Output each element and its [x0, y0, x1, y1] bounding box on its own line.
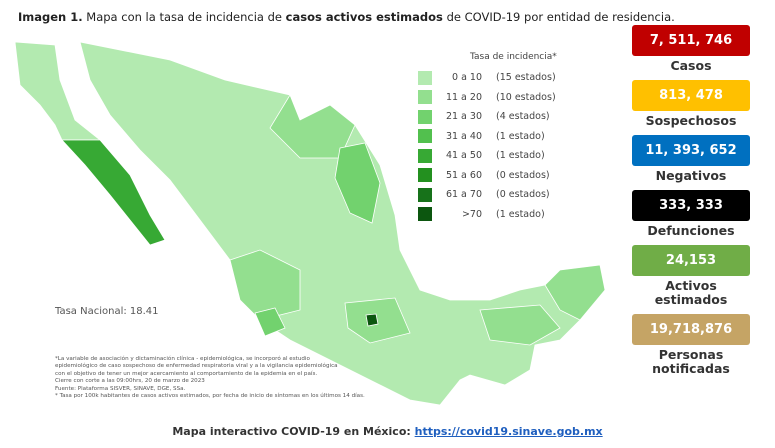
legend-count: (1 estado)	[496, 208, 545, 220]
stat-label: Activos estimados	[654, 278, 728, 307]
title-text: de COVID-19 por entidad de residencia.	[446, 10, 675, 24]
region	[365, 313, 379, 327]
note-line: * Tasa por 100k habitantes de casos acti…	[55, 393, 365, 400]
stat-value: 7, 511, 746	[632, 25, 750, 56]
stat-label: Defunciones	[647, 223, 735, 238]
legend-range: 61 a 70	[445, 189, 482, 201]
region	[334, 142, 381, 224]
legend-item: 21 a 30 (4 estados)	[418, 107, 588, 127]
legend-item: 51 a 60 (0 estados)	[418, 166, 588, 186]
legend-swatch	[418, 207, 432, 222]
note-line: Cierre con corte a las 09:00hrs, 20 de m…	[55, 378, 205, 385]
stat-label: Casos	[670, 58, 712, 73]
footer: Mapa interactivo COVID-19 en México: htt…	[0, 425, 775, 438]
region	[479, 304, 561, 346]
note-line: con el objetivo de tener un mejor acerca…	[55, 370, 318, 377]
footer-link[interactable]: https://covid19.sinave.gob.mx	[414, 425, 603, 438]
map	[14, 41, 606, 406]
legend-item: 31 a 40 (1 estado)	[418, 127, 588, 147]
region	[254, 307, 286, 337]
stat-label: Sospechosos	[645, 113, 737, 128]
title-text: Mapa con la tasa de incidencia de	[86, 10, 282, 24]
legend-count: (1 estado)	[496, 130, 545, 142]
legend-swatch	[418, 148, 432, 163]
legend-count: (15 estados)	[496, 72, 556, 84]
legend-range: 11 a 20	[445, 91, 482, 103]
stat-label: Personas notificadas	[652, 347, 730, 376]
legend-item: 11 a 20 (10 estados)	[418, 88, 588, 108]
legend-title: Tasa de incidencia*	[470, 52, 557, 62]
note-line: *La variable de asociación y dictaminaci…	[55, 356, 310, 362]
legend-range: 21 a 30	[445, 111, 482, 123]
legend-swatch	[418, 109, 432, 124]
note-line: epidemiológico de caso sospechoso de enf…	[55, 363, 338, 370]
legend-count: (10 estados)	[496, 91, 556, 103]
stat-label: Negativos	[655, 168, 727, 183]
legend-swatch	[418, 129, 432, 144]
legend-item: 0 a 10 (15 estados)	[418, 68, 588, 88]
legend-swatch	[418, 168, 432, 183]
stat-value: 333, 333	[632, 190, 750, 221]
legend-range: 31 a 40	[445, 130, 482, 142]
national-rate: Tasa Nacional: 18.41	[55, 306, 159, 317]
stat-value: 11, 393, 652	[632, 135, 750, 166]
stats: 7, 511, 746 Casos 813, 478 Sospechosos 11, 3…	[632, 25, 750, 383]
region	[61, 139, 166, 246]
footer-text: Mapa interactivo COVID-19 en México:	[172, 425, 411, 438]
region	[544, 264, 606, 321]
legend-count: (0 estados)	[496, 189, 550, 201]
stat-value: 813, 478	[632, 80, 750, 111]
legend-item: 41 a 50 (1 estado)	[418, 146, 588, 166]
stat-value: 24,153	[632, 245, 750, 276]
legend-range: 0 a 10	[452, 72, 482, 84]
legend-item: >70 (1 estado)	[418, 205, 588, 225]
stat-value: 19,718,876	[632, 314, 750, 345]
legend-count: (4 estados)	[496, 111, 550, 123]
title-emphasis: casos activos estimados	[285, 10, 443, 24]
legend-range: 51 a 60	[445, 169, 482, 181]
legend-swatch	[418, 70, 432, 85]
notes: *La variable de asociación y dictaminaci…	[55, 356, 365, 400]
legend-swatch	[418, 187, 432, 202]
title: Imagen 1. Mapa con la tasa de incidencia…	[18, 10, 675, 24]
legend-swatch	[418, 90, 432, 105]
title-label: Imagen 1.	[18, 10, 83, 24]
legend-range: >70	[461, 208, 482, 220]
legend-count: (0 estados)	[496, 169, 550, 181]
legend-count: (1 estado)	[496, 150, 545, 162]
legend-range: 41 a 50	[445, 150, 482, 162]
note-line: Fuente: Plataforma SISVER, SINAVE, DGE, …	[55, 385, 186, 392]
legend-item: 61 a 70 (0 estados)	[418, 185, 588, 205]
region	[229, 249, 301, 321]
legend: Tasa de incidencia* 0 a 10 (15 estados) 11 …	[418, 52, 588, 224]
region	[269, 94, 356, 159]
